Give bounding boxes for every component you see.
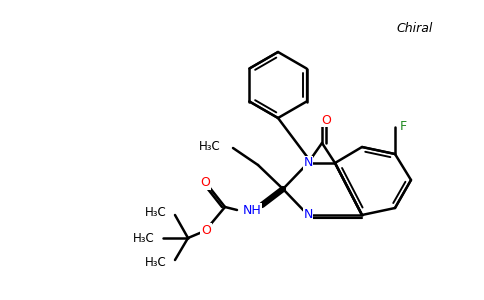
Text: F: F (399, 121, 407, 134)
Text: N: N (303, 157, 313, 169)
Text: H₃C: H₃C (145, 256, 167, 269)
Text: N: N (303, 208, 313, 221)
Text: H₃C: H₃C (145, 206, 167, 218)
Text: H₃C: H₃C (133, 232, 155, 244)
Text: O: O (321, 113, 331, 127)
Text: O: O (201, 224, 211, 236)
Text: Chiral: Chiral (397, 22, 433, 34)
Text: O: O (200, 176, 210, 190)
Text: H₃C: H₃C (199, 140, 221, 152)
Text: NH: NH (242, 203, 261, 217)
